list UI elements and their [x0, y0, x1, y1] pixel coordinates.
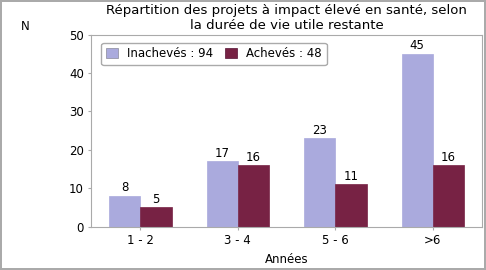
- Bar: [207, 161, 238, 227]
- Text: 5: 5: [152, 193, 159, 206]
- Text: 23: 23: [312, 124, 327, 137]
- X-axis label: Années: Années: [265, 253, 309, 266]
- Bar: [433, 165, 464, 227]
- Bar: [109, 196, 140, 227]
- Text: 16: 16: [441, 151, 456, 164]
- Bar: [335, 184, 366, 227]
- Text: 16: 16: [246, 151, 261, 164]
- Bar: [402, 54, 433, 227]
- Bar: [304, 138, 335, 227]
- Legend: Inachevés : 94, Achevés : 48: Inachevés : 94, Achevés : 48: [101, 43, 327, 65]
- Title: Répartition des projets à impact élevé en santé, selon
la durée de vie utile res: Répartition des projets à impact élevé e…: [106, 4, 467, 32]
- Bar: [238, 165, 269, 227]
- Text: 8: 8: [121, 181, 128, 194]
- Text: 17: 17: [215, 147, 230, 160]
- Text: N: N: [21, 20, 30, 33]
- Text: 11: 11: [344, 170, 359, 183]
- Bar: [140, 207, 172, 227]
- Text: 45: 45: [410, 39, 425, 52]
